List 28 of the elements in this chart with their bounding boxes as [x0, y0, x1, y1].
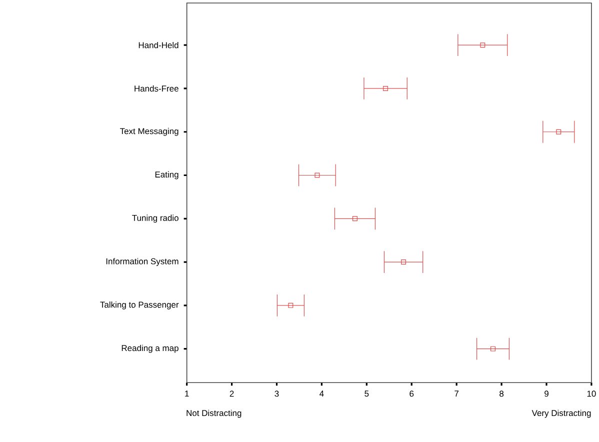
point [288, 303, 294, 308]
y-tick-label: Hands-Free [134, 86, 178, 92]
y-tick-label: Information System [106, 258, 178, 266]
y-tick-label: Eating [155, 172, 178, 180]
y-tick-label: Reading a map [122, 345, 178, 353]
x-tick-label: 7 [454, 390, 459, 397]
point [383, 86, 388, 92]
x-tick-label: 1 [185, 390, 189, 397]
y-tick-label: Text Messaging [120, 128, 178, 136]
point [556, 130, 562, 135]
point [352, 216, 358, 222]
text: Not Distracting [186, 410, 242, 418]
point [401, 260, 406, 265]
x-tick-label: 10 [587, 390, 596, 397]
y-tick-label: Tuning radio [132, 214, 178, 223]
x-tick-label: 5 [364, 390, 369, 397]
point [490, 346, 496, 352]
x-tick-label: 2 [230, 390, 234, 397]
x-tick-label: 9 [544, 390, 548, 397]
x-tick-label: 4 [320, 390, 324, 397]
text: Very Distracting [532, 410, 591, 418]
y-tick-label: Hand-Held [138, 42, 178, 48]
x-tick-label: 6 [410, 390, 414, 397]
y-tick-label: Talking to Passenger [100, 302, 179, 310]
x-tick-label: 3 [274, 390, 279, 397]
point [314, 172, 320, 178]
point [480, 42, 486, 48]
x-tick-label: 8 [500, 390, 504, 397]
